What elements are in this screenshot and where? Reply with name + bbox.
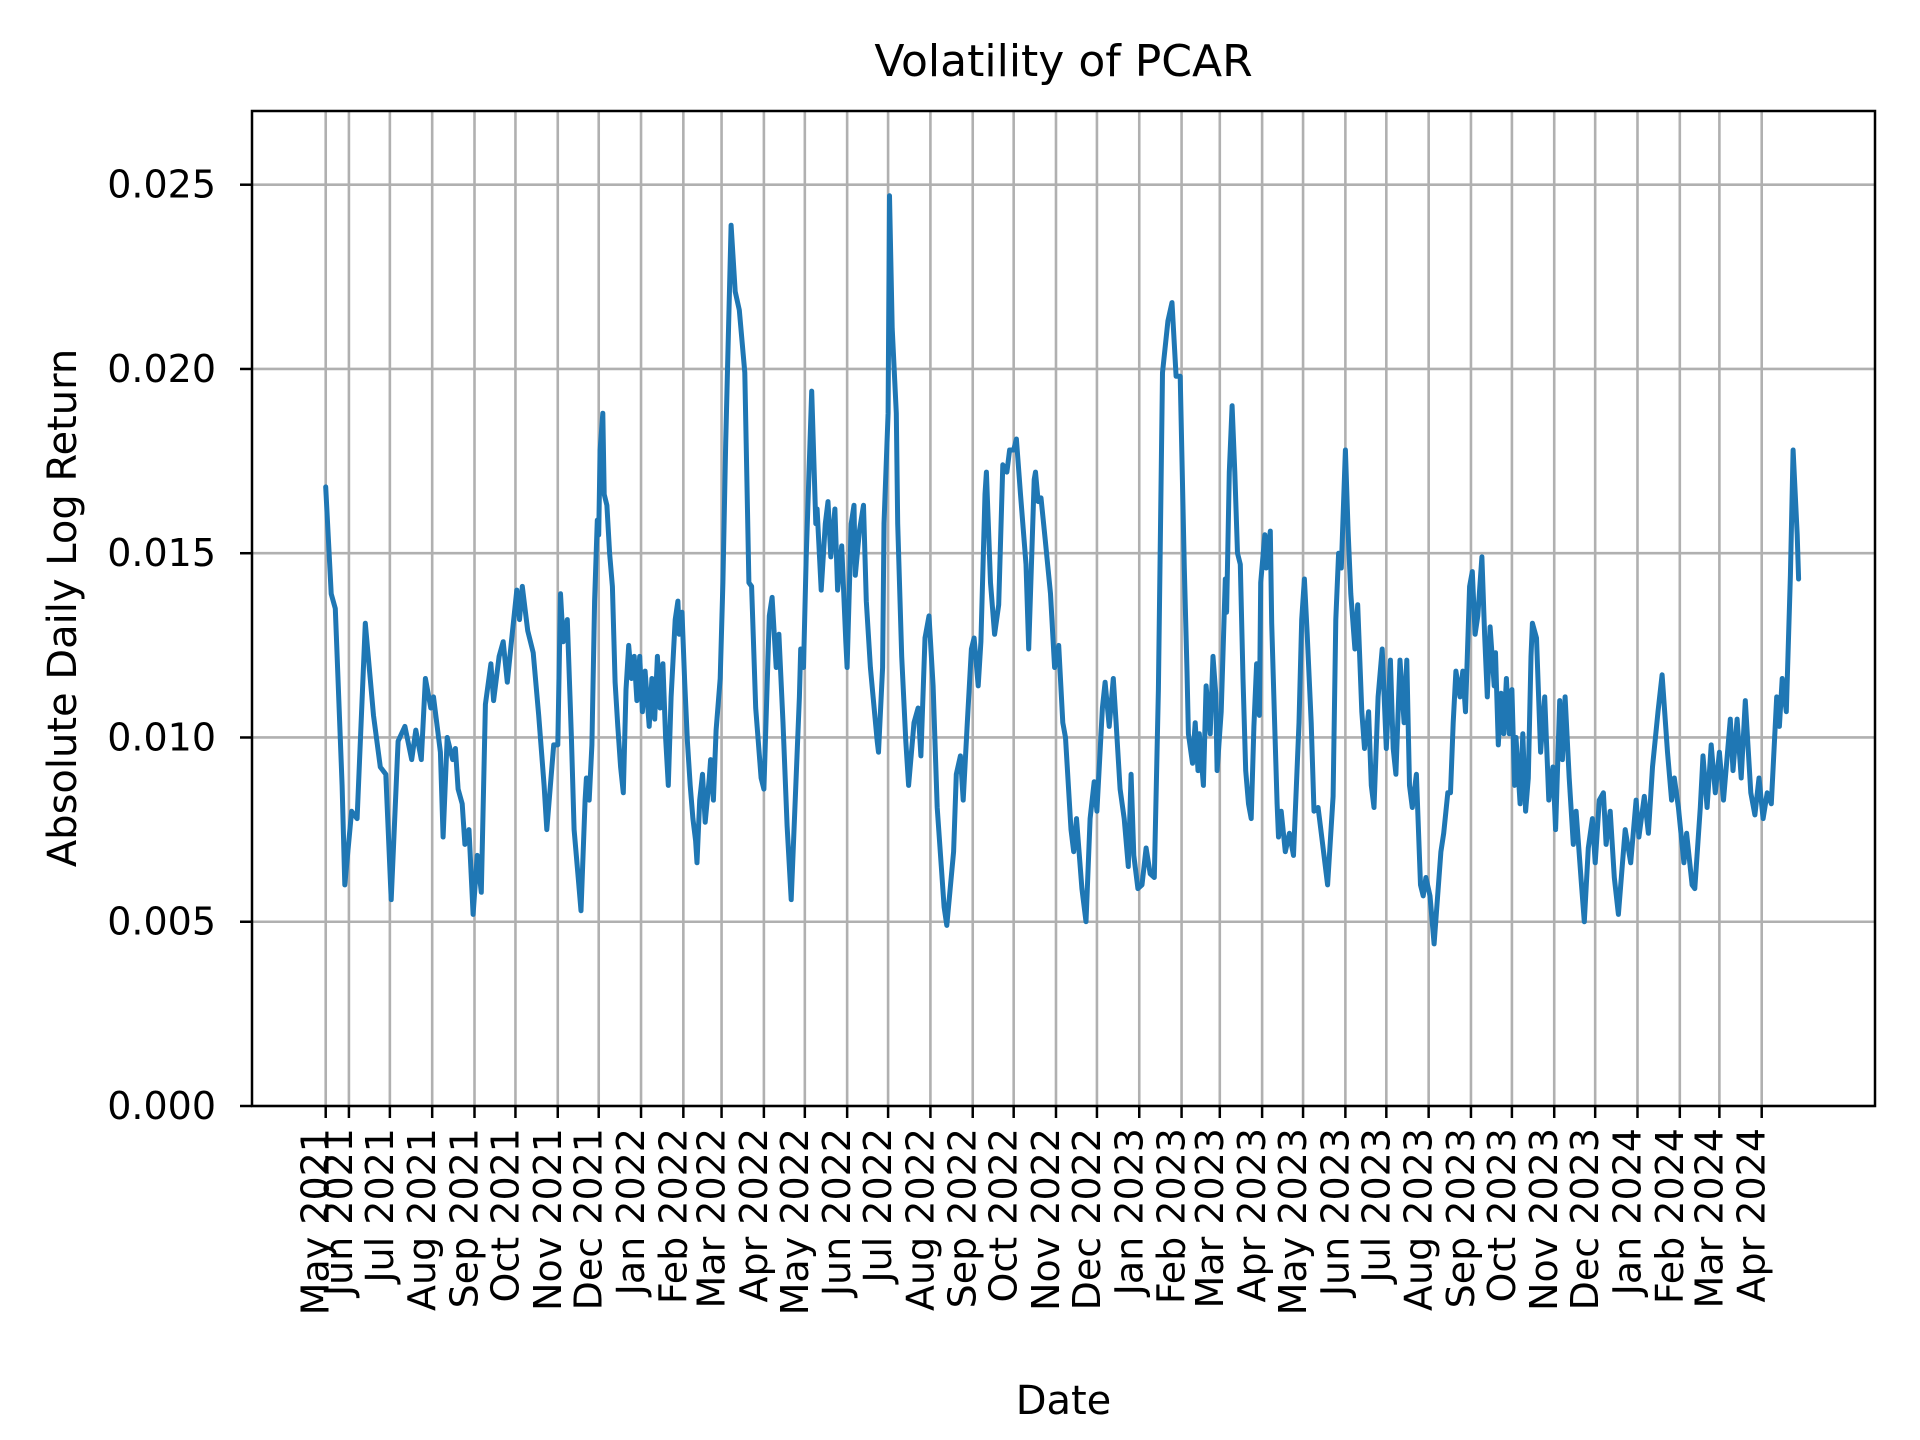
x-tick-label: Nov 2021: [526, 1128, 570, 1311]
x-tick-label: Oct 2022: [982, 1128, 1026, 1303]
x-tick-label: Oct 2021: [483, 1128, 527, 1303]
x-tick-label: Apr 2024: [1730, 1128, 1774, 1303]
volatility-series-line: [323, 193, 1802, 947]
x-tick-label: Jan 2023: [1107, 1128, 1151, 1297]
x-tick-label: Apr 2023: [1230, 1128, 1274, 1303]
axes-box: [250, 109, 1877, 1108]
x-tick-label: May 2023: [1271, 1128, 1315, 1315]
x-tick-label: Jan 2024: [1605, 1128, 1649, 1297]
x-tick-label: May 2021: [294, 1128, 338, 1315]
x-tick-label: Jan 2022: [609, 1128, 653, 1297]
x-tick-label: Aug 2023: [1397, 1128, 1441, 1311]
x-tick-label: Jul 2023: [1354, 1128, 1398, 1285]
x-tick-label: Sep 2021: [442, 1128, 486, 1308]
x-tick-label: Mar 2023: [1188, 1128, 1232, 1308]
x-tick-label: May 2022: [773, 1128, 817, 1315]
x-tick-label: Nov 2022: [1024, 1128, 1068, 1311]
y-tick-label: 0.005: [107, 900, 216, 944]
y-tick-label: 0.010: [107, 715, 216, 759]
x-tick-label: Feb 2024: [1648, 1128, 1692, 1304]
x-tick-label: Sep 2022: [941, 1128, 985, 1308]
x-tick-label: Jul 2021: [358, 1128, 402, 1285]
y-tick-label: 0.015: [107, 531, 216, 575]
x-axis-label: Date: [1015, 1378, 1112, 1424]
x-tick-label: Oct 2023: [1480, 1128, 1524, 1303]
chart-title: Volatility of PCAR: [874, 36, 1253, 87]
x-tick-label: Mar 2024: [1687, 1128, 1731, 1308]
x-tick-label: Sep 2023: [1439, 1128, 1483, 1308]
x-tick-label: Aug 2021: [400, 1128, 444, 1311]
x-tick-label: Apr 2022: [732, 1128, 776, 1303]
x-tick-label: Dec 2021: [567, 1128, 611, 1310]
x-tick-label: Nov 2023: [1522, 1128, 1566, 1311]
x-tick-label: Aug 2022: [898, 1128, 942, 1311]
y-tick-label: 0.020: [107, 347, 216, 391]
y-tick-label: 0.000: [107, 1084, 216, 1128]
x-tick-label: Mar 2022: [690, 1128, 734, 1308]
x-tick-label: Dec 2023: [1563, 1128, 1607, 1310]
y-tick-label: 0.025: [107, 163, 216, 207]
x-tick-label: Jun 2022: [815, 1128, 859, 1298]
x-tick-label: Dec 2022: [1065, 1128, 1109, 1310]
x-tick-label: Jun 2023: [1313, 1128, 1357, 1298]
x-tick-label: Feb 2022: [651, 1128, 695, 1304]
x-tick-label: Feb 2023: [1150, 1128, 1194, 1304]
x-tick-label: Jul 2022: [856, 1128, 900, 1285]
x-tick-label: Jun 2021: [317, 1128, 361, 1298]
